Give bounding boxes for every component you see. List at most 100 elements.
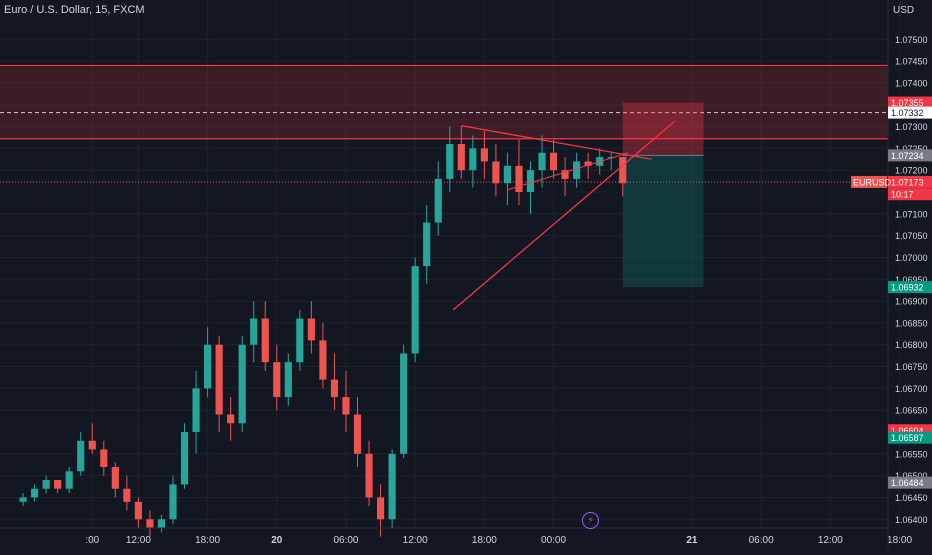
candle-body [19,497,27,502]
price-label-box [888,476,932,489]
candle-body [573,161,581,179]
y-tick-label: 1.06800 [895,340,928,350]
y-tick-label: 1.06950 [895,275,928,285]
y-tick-label: 1.07450 [895,57,928,67]
y-tick-label: 1.06750 [895,362,928,372]
candle-body [146,519,154,528]
x-tick-label: 12:00 [403,535,428,546]
candle-body [261,318,269,363]
lightning-icon[interactable]: ⚡ [582,512,599,529]
overlays-layer [452,120,676,311]
ascending-trendline [452,120,676,311]
candle-body [42,480,50,489]
take-profit-zone [622,155,704,288]
candle-body [100,449,108,467]
price-label-text: 1.07355 [891,98,924,108]
candle-body [319,340,327,380]
x-tick-label: 21 [686,535,698,546]
candle-body [227,414,235,424]
candle-body [561,170,569,179]
x-tick-label: :00 [85,535,99,546]
candle-body [388,453,396,520]
price-label-text: 1.06604 [891,426,924,436]
inner-support-line [507,152,629,191]
candle-body [238,344,246,424]
candle-body [180,432,189,485]
x-tick-label: 18:00 [195,535,220,546]
candle-body [157,519,166,528]
candle-body [434,178,442,223]
y-tick-label: 1.06500 [895,471,928,481]
candle-body [77,440,85,472]
price-label-text: 1.06587 [891,433,924,443]
x-tick-label: 00:00 [541,535,566,546]
x-tick-label: 06:00 [749,535,774,546]
candle-body [584,161,592,166]
y-tick-label: 1.07250 [895,144,928,154]
y-tick-label: 1.06850 [895,318,928,328]
candle-body [492,161,500,184]
y-tick-label: 1.07400 [895,78,928,88]
candle-body [469,148,477,171]
price-label-text: 1.07332 [891,108,924,118]
descending-trendline [461,125,652,160]
price-label-text: 1.06932 [891,283,924,293]
candle-body [353,414,362,454]
zones-layer [0,64,888,288]
x-tick-label: 06:00 [333,535,358,546]
y-tick-label: 1.07300 [895,122,928,132]
y-tick-label: 1.06400 [895,515,928,525]
candle-body [515,165,523,192]
resistance-zone [0,65,888,139]
candle-body [400,353,408,454]
x-tick-label: 12:00 [818,535,843,546]
y-tick-label: 1.06900 [895,297,928,307]
price-label-text: 1.07234 [891,151,924,161]
candle-body [538,152,546,171]
candle-body [526,170,535,192]
candle-body [204,344,212,389]
candle-body [446,144,454,179]
symbol-tag-box [851,175,887,188]
candle-body [549,152,558,171]
y-tick-label: 1.06450 [895,493,928,503]
axis-currency-label: USD [893,5,915,16]
candle-body [88,440,96,450]
x-tick-label: 18:00 [472,535,497,546]
y-tick-label: 1.07000 [895,253,928,263]
candle-body [31,488,39,498]
price-label-box [888,175,932,188]
y-tick-label: 1.07500 [895,35,928,45]
candle-body [111,466,119,489]
candle-body [192,388,200,432]
candle-body [376,497,385,520]
y-tick-label: 1.06700 [895,384,928,394]
y-tick-label: 1.07100 [895,209,928,219]
candle-body [480,148,488,162]
candle-body [123,488,131,502]
candle-body [296,318,304,363]
price-label-box [888,96,932,109]
y-tick-label: 1.06650 [895,406,928,416]
price-label-text: 1.07173 [891,177,924,187]
price-label-box [888,281,932,294]
candle-body [457,144,465,171]
y-tick-label: 1.06550 [895,449,928,459]
candle-body [503,165,512,184]
x-tick-label: 18:00 [887,535,912,546]
price-label-text: 10:17 [891,190,914,200]
x-tick-label: 12:00 [126,535,151,546]
candle-body [423,222,431,267]
y-tick-label: 1.07050 [895,231,928,241]
candle-body [54,480,62,489]
candle-body [134,501,142,520]
price-label-box [888,188,932,201]
candle-body [330,379,339,398]
candle-body [215,344,223,415]
candle-body [619,157,627,184]
candle-body [342,397,350,415]
candle-body [411,266,419,354]
